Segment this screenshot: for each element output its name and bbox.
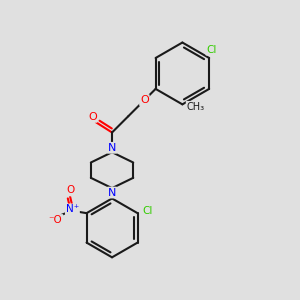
Text: N⁺: N⁺ <box>66 204 79 214</box>
Text: N: N <box>108 143 116 153</box>
Text: O: O <box>140 95 149 105</box>
Text: N: N <box>108 188 116 197</box>
Text: O: O <box>66 185 74 196</box>
Text: CH₃: CH₃ <box>187 102 205 112</box>
Text: ⁻O: ⁻O <box>49 215 62 225</box>
Text: O: O <box>88 112 97 122</box>
Text: Cl: Cl <box>206 45 217 55</box>
Text: Cl: Cl <box>143 206 153 216</box>
